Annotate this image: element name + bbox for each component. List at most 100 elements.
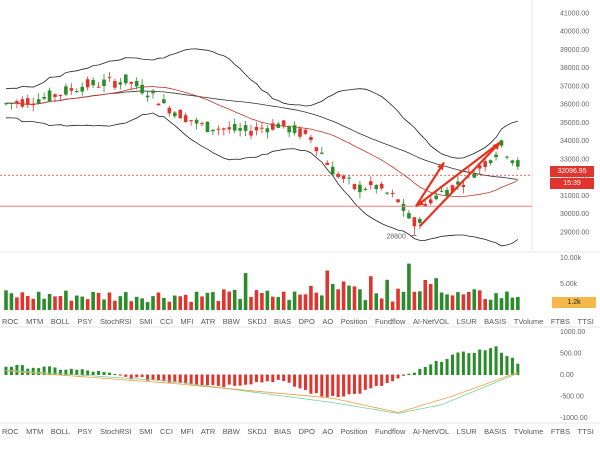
osc-bar (53, 367, 57, 375)
indicator-tab-ao[interactable]: AO (322, 316, 334, 326)
indicator-tab-ttsi[interactable]: TTSI (577, 316, 594, 326)
indicator-tab-psy[interactable]: PSY (77, 426, 93, 436)
volume-bar (36, 291, 41, 310)
indicator-tab-stochrsi[interactable]: StochRSI (99, 426, 132, 436)
indicator-tab-ai-netvol[interactable]: AI-NetVOL (412, 316, 450, 326)
candle-body (363, 188, 368, 190)
indicator-tab-smi[interactable]: SMI (139, 316, 153, 326)
indicator-tab-position[interactable]: Position (340, 316, 368, 326)
indicator-tab-atr[interactable]: ATR (200, 316, 216, 326)
osc-tick-label: -1000.00 (560, 415, 588, 422)
osc-bar (97, 370, 101, 375)
osc-bar (309, 374, 313, 394)
indicator-tab-mfi[interactable]: MFI (180, 316, 194, 326)
osc-bar (347, 374, 351, 395)
volume-bar (74, 295, 79, 310)
volume-bar (379, 298, 384, 310)
osc-bar (233, 374, 237, 386)
indicator-tab-bias[interactable]: BIAS (274, 316, 292, 326)
candle-body (249, 130, 253, 136)
volume-bar (211, 291, 215, 310)
volume-bar (178, 296, 183, 310)
indicator-tab-stochrsi[interactable]: StochRSI (99, 316, 132, 326)
indicator-tab-cci[interactable]: CCI (159, 316, 173, 326)
volume-bar (107, 292, 112, 310)
price-tick-label: 40000.00 (560, 29, 589, 36)
indicator-tab-bbw[interactable]: BBW (222, 316, 240, 326)
indicator-tab-mtm[interactable]: MTM (26, 426, 44, 436)
price-tick-label: 37000.00 (560, 83, 589, 90)
candle-body (265, 128, 270, 133)
indicator-tab-ftbs[interactable]: FTBS (550, 426, 571, 436)
indicator-tab-roc[interactable]: ROC (2, 316, 19, 326)
indicator-tab-bias[interactable]: BIAS (274, 426, 292, 436)
volume-bar (445, 294, 449, 310)
indicator-tab-ao[interactable]: AO (322, 426, 334, 436)
volume-bar (183, 294, 188, 310)
osc-bar (401, 374, 405, 376)
indicator-tab-roc[interactable]: ROC (2, 426, 19, 436)
indicator-tab-bar-1: ROC MTM BOLL PSY StochRSI SMI CCI MFI ATR BBW SKDJ… (0, 313, 594, 329)
volume-bar (461, 294, 466, 310)
volume-bar (232, 289, 237, 310)
price-tick-label: 38000.00 (560, 65, 589, 72)
indicator-tab-lsur[interactable]: LSUR (456, 316, 477, 326)
candle-body (358, 184, 362, 193)
countdown-badge: 15:39 (550, 178, 594, 189)
osc-bar (418, 368, 422, 375)
volume-bar (336, 289, 340, 310)
indicator-tab-dpo[interactable]: DPO (298, 426, 315, 436)
indicator-tab-skdj[interactable]: SKDJ (247, 316, 267, 326)
indicator-tab-ttsi[interactable]: TTSI (577, 426, 594, 436)
candle-body (36, 99, 41, 104)
osc-bar (167, 374, 171, 383)
indicator-tab-basis[interactable]: BASIS (484, 426, 507, 436)
indicator-tab-smi[interactable]: SMI (139, 426, 153, 436)
indicator-tab-bar-2: ROC MTM BOLL PSY StochRSI SMI CCI MFI ATR BBW SKDJ… (0, 423, 594, 439)
candle-body (167, 107, 172, 114)
indicator-tab-ai-netvol[interactable]: AI-NetVOL (412, 426, 450, 436)
osc-bar (331, 374, 335, 396)
indicator-tab-dpo[interactable]: DPO (298, 316, 315, 326)
osc-bar (200, 374, 204, 386)
candle-body (418, 219, 422, 223)
candle-body (374, 185, 379, 189)
indicator-tab-psy[interactable]: PSY (77, 316, 93, 326)
osc-bar (429, 364, 433, 375)
indicator-tab-basis[interactable]: BASIS (484, 316, 507, 326)
indicator-tab-atr[interactable]: ATR (200, 426, 216, 436)
indicator-tab-cci[interactable]: CCI (159, 426, 173, 436)
indicator-tab-fundflow[interactable]: Fundflow (374, 426, 406, 436)
candle-body (183, 115, 188, 123)
volume-bar (222, 289, 226, 310)
indicator-tab-fundflow[interactable]: Fundflow (374, 316, 406, 326)
volume-bar (428, 283, 433, 310)
indicator-tab-tvolume[interactable]: TVolume (513, 316, 544, 326)
indicator-tab-skdj[interactable]: SKDJ (247, 426, 267, 436)
osc-bar (407, 373, 411, 375)
indicator-tab-bbw[interactable]: BBW (222, 426, 240, 436)
volume-bar (467, 291, 471, 310)
volume-bar (418, 291, 422, 310)
osc-bar (489, 348, 493, 375)
osc-bar (298, 374, 302, 389)
indicator-tab-boll[interactable]: BOLL (50, 426, 70, 436)
indicator-tab-lsur[interactable]: LSUR (456, 426, 477, 436)
candle-body (483, 161, 487, 167)
volume-bar (118, 296, 123, 310)
candle-body (325, 162, 330, 166)
volume-bar (216, 300, 221, 310)
indicator-tab-mfi[interactable]: MFI (180, 426, 194, 436)
candle-body (401, 203, 406, 211)
volume-bar (200, 296, 204, 310)
candle-body (64, 86, 68, 95)
indicator-tab-ftbs[interactable]: FTBS (550, 316, 571, 326)
indicator-tab-position[interactable]: Position (340, 426, 368, 436)
candle-body (113, 80, 117, 88)
volume-bar (516, 296, 520, 310)
osc-tick-label: -500.00 (560, 394, 584, 401)
indicator-tab-boll[interactable]: BOLL (50, 316, 70, 326)
indicator-tab-tvolume[interactable]: TVolume (513, 426, 544, 436)
indicator-tab-mtm[interactable]: MTM (26, 316, 44, 326)
candle-body (379, 183, 384, 189)
